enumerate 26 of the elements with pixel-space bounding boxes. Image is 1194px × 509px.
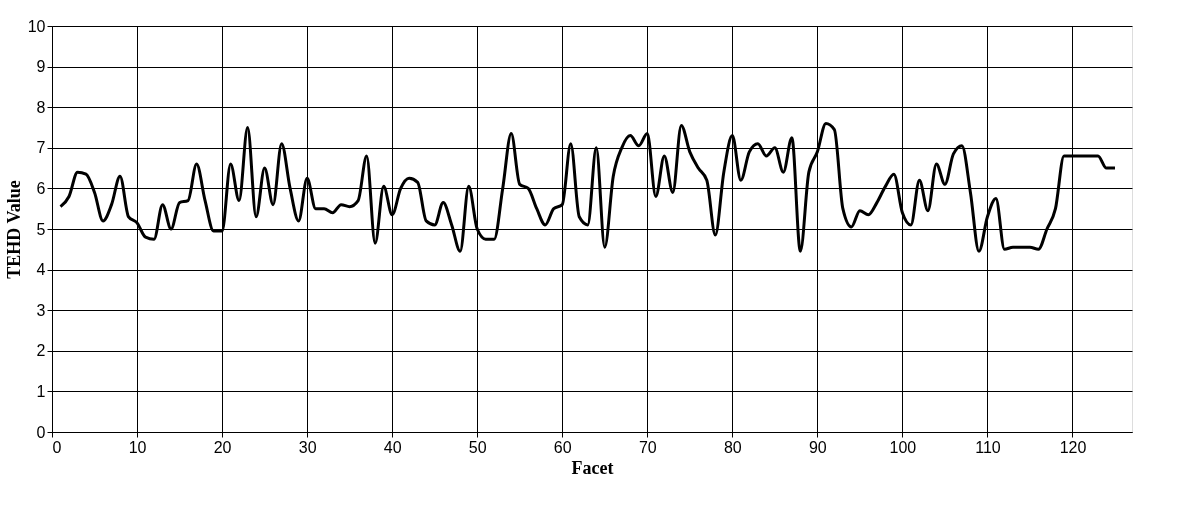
y-tick-label: 5: [36, 220, 46, 238]
y-tick-label: 0: [36, 423, 46, 441]
x-tick-label: 120: [1059, 438, 1087, 456]
y-tick-label: 3: [36, 301, 46, 319]
y-tick-label: 1: [36, 382, 46, 400]
y-tick-label: 4: [36, 261, 46, 279]
x-tick-label: 90: [808, 438, 827, 456]
y-tick-label: 6: [36, 179, 46, 197]
x-tick-label: 20: [213, 438, 232, 456]
x-tick-label: 100: [889, 438, 917, 456]
y-tick-label: 10: [27, 17, 46, 35]
y-tick-label: 7: [36, 139, 46, 157]
x-tick-label: 40: [383, 438, 402, 456]
x-tick-label: 80: [723, 438, 742, 456]
y-axis-title: TEHD Value: [3, 180, 24, 279]
x-tick-label: 60: [553, 438, 572, 456]
x-tick-label: 70: [638, 438, 657, 456]
x-tick-label: 0: [52, 438, 62, 456]
x-tick-label: 30: [298, 438, 317, 456]
y-tick-label: 2: [36, 342, 46, 360]
x-tick-label: 10: [128, 438, 147, 456]
x-tick-label: 50: [468, 438, 487, 456]
y-tick-label: 9: [36, 58, 46, 76]
y-tick-label: 8: [36, 98, 46, 116]
x-tick-label: 110: [975, 438, 1001, 456]
x-axis-title: Facet: [571, 457, 614, 478]
